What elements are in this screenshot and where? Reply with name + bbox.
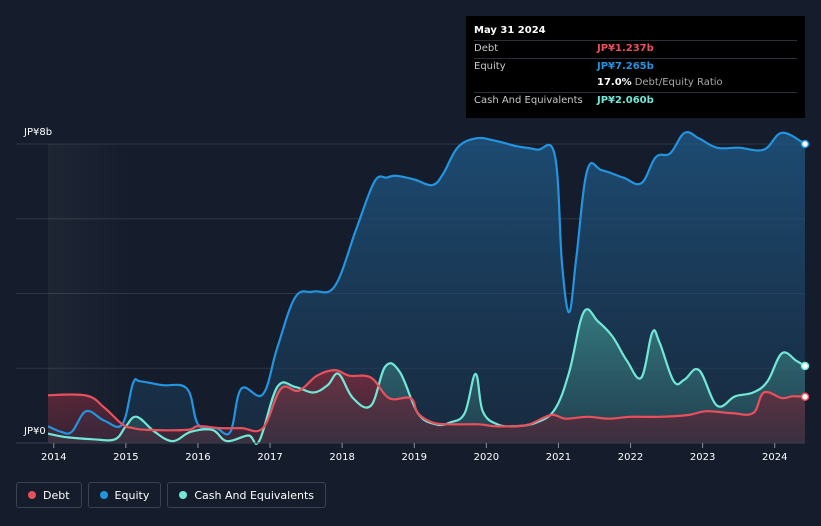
tooltip-equity-label: Equity [474,60,506,72]
legend-cash-label: Cash And Equivalents [194,488,314,502]
chart-legend: Debt Equity Cash And Equivalents [16,482,326,508]
past-shading [48,144,133,443]
tooltip-row-cash: Cash And Equivalents JP¥2.060b [474,91,797,110]
tooltip-debt-value: JP¥1.237b [597,43,654,54]
end-markers [800,139,810,402]
cash-dot-icon [179,491,188,499]
x-tick-label-2015: 2015 [113,452,138,463]
tooltip-debt-label: Debt [474,43,499,54]
tooltip-cash-label: Cash And Equivalents [474,94,583,106]
series-areas [48,132,805,444]
cash-line [47,308,806,446]
debt-area [48,370,805,443]
tooltip-date: May 31 2024 [474,25,546,36]
x-tick-label-2016: 2016 [185,452,210,463]
gridlines [16,143,805,444]
cash-end-marker [800,361,810,371]
data-tooltip: May 31 2024 Debt JP¥1.237b Equity JP¥7.2… [466,16,805,118]
tooltip-equity-value: JP¥7.265b [597,60,654,72]
x-tick-label-2017: 2017 [257,452,282,463]
debt-line [47,369,806,433]
legend-equity-label: Equity [114,488,150,502]
y-axis-top-label: JP¥8b [23,127,52,138]
series-lines [47,131,806,446]
legend-item-debt[interactable]: Debt [16,482,82,508]
equity-line [47,131,806,436]
legend-debt-label: Debt [43,488,70,502]
x-axis: 2014 2015 2016 2017 2018 2019 2020 2021 2022 2023… [16,442,805,463]
y-axis-bottom-label: JP¥0 [23,426,46,437]
equity-dot-icon [99,491,108,499]
x-tick-label-2018: 2018 [329,452,354,463]
debt-dot-icon [28,491,36,499]
debt-end-marker [800,392,810,402]
x-tick-label-2022: 2022 [618,452,643,463]
legend-item-equity[interactable]: Equity [87,482,162,508]
x-tick-label-2019: 2019 [402,452,427,463]
equity-end-marker [800,139,810,149]
tooltip-row-equity: Equity JP¥7.265b [474,57,797,76]
x-tick-label-2020: 2020 [474,452,499,463]
x-tick-label-2023: 2023 [690,452,715,463]
tooltip-ratio-value: 17.0% [597,77,632,88]
tooltip-row-debt: Debt JP¥1.237b [474,40,797,58]
x-tick-label-2024: 2024 [762,452,787,463]
tooltip-ratio-label: Debt/Equity Ratio [634,77,723,88]
legend-item-cash[interactable]: Cash And Equivalents [167,482,326,508]
x-tick-label-2021: 2021 [546,452,571,463]
x-tick-label-2014: 2014 [41,452,66,463]
tooltip-cash-value: JP¥2.060b [597,94,654,106]
tooltip-row-ratio: 17.0% Debt/Equity Ratio [474,75,797,92]
